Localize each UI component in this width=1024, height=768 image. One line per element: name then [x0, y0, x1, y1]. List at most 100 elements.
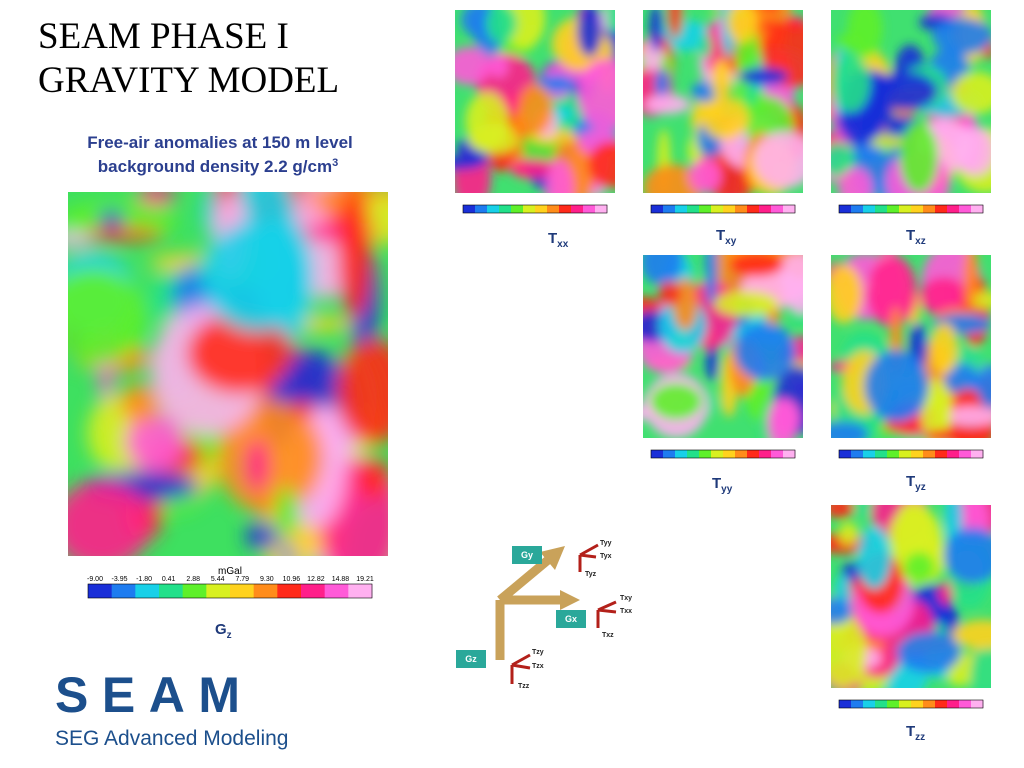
heat-blobs — [831, 255, 991, 438]
colorbar-cell — [851, 700, 864, 708]
colorbar-frame — [462, 204, 608, 214]
label-sub: xx — [557, 239, 569, 250]
heat-blob — [99, 210, 124, 233]
heat-blob — [578, 58, 615, 131]
heatmap — [643, 255, 803, 438]
colorbar-cell — [699, 205, 712, 213]
colorbar-cell — [547, 205, 560, 213]
colorbar-cell — [595, 205, 608, 213]
map-label: Txy — [716, 227, 737, 247]
colorbar-cell — [935, 450, 948, 458]
heat-blob — [831, 54, 871, 113]
colorbar-cell — [923, 700, 936, 708]
colorbar-cell — [923, 450, 936, 458]
heat-blobs — [831, 505, 991, 688]
colorbar-cell — [159, 584, 184, 598]
heat-blob — [726, 10, 758, 43]
colorbar-frame — [650, 204, 796, 214]
colorbar-cell — [571, 205, 584, 213]
label-main: T — [716, 227, 725, 244]
heat-blob — [938, 581, 953, 606]
superscript: 3 — [332, 157, 338, 169]
heat-blob — [964, 255, 978, 308]
colorbar-cell — [971, 205, 984, 213]
heat-blob — [704, 255, 718, 305]
heat-blob — [739, 67, 789, 86]
colorbar-cell — [699, 450, 712, 458]
heat-blob — [643, 255, 683, 286]
heat-blob — [943, 527, 991, 583]
heat-blob — [951, 71, 991, 115]
logo-tagline: SEG Advanced Modeling — [55, 727, 288, 750]
colorbar-cell — [583, 205, 596, 213]
heat-blob — [455, 47, 491, 85]
colorbar-cell — [971, 700, 984, 708]
label-main: T — [906, 723, 915, 740]
heat-blob — [136, 192, 176, 207]
heat-blobs — [68, 192, 388, 556]
colorbar-cell — [959, 700, 972, 708]
colorbar-cell — [747, 205, 760, 213]
colorbar-cell — [88, 584, 113, 598]
colorbar-cell — [899, 700, 912, 708]
heat-blob — [338, 192, 373, 319]
colorbar-cell — [899, 450, 912, 458]
colorbar-cell — [771, 450, 784, 458]
colorbar-cell — [935, 700, 948, 708]
colorbar-cell — [663, 205, 676, 213]
tensor-label: Tzy — [532, 649, 544, 656]
colorbar-cell — [711, 450, 724, 458]
colorbar-frame — [838, 699, 984, 709]
heat-blob — [904, 552, 935, 582]
colorbar-cell — [851, 205, 864, 213]
label-sub: yy — [721, 484, 733, 495]
label-sub: xz — [915, 236, 926, 247]
heat-blob — [605, 10, 615, 33]
colorbar-cell — [651, 205, 664, 213]
colorbar-cell — [277, 584, 302, 598]
arrow-head — [540, 546, 565, 570]
map-label: Txz — [906, 227, 926, 247]
colorbar-cell — [959, 205, 972, 213]
colorbar-tick-label: 2.88 — [186, 576, 200, 583]
label-main: G — [215, 621, 227, 638]
colorbar-cell — [887, 450, 900, 458]
colorbar-cell — [887, 700, 900, 708]
tensor-arrows — [510, 543, 617, 684]
colorbar-cell — [783, 205, 796, 213]
colorbar-cell — [863, 450, 876, 458]
colorbar-cell — [687, 450, 700, 458]
heat-blob — [831, 597, 853, 625]
heatmap — [831, 255, 991, 438]
colorbar-cell — [971, 450, 984, 458]
colorbar-cell — [875, 450, 888, 458]
colorbar-cell — [875, 205, 888, 213]
heat-blobs — [643, 10, 803, 193]
colorbar-cell — [182, 584, 207, 598]
heat-blobs — [455, 10, 615, 193]
heat-blob — [643, 164, 703, 193]
title-line: SEAM PHASE I — [38, 16, 289, 57]
colorbar-tick-label: 9.30 — [260, 576, 274, 583]
heat-blob — [970, 642, 991, 688]
colorbar-cell — [511, 205, 524, 213]
colorbar-cell — [463, 205, 476, 213]
heat-blobs — [643, 255, 803, 438]
colorbar-cell — [253, 584, 278, 598]
box — [512, 546, 542, 564]
heat-blob — [84, 227, 164, 242]
heat-blob — [512, 110, 528, 140]
map-label: Tyy — [712, 475, 733, 495]
heat-blob — [202, 220, 311, 333]
heat-blob — [930, 322, 958, 375]
colorbar-tick-label: -3.95 — [112, 576, 128, 583]
heat-blob — [873, 72, 938, 111]
heat-blob — [654, 69, 669, 99]
colorbar-cell — [487, 205, 500, 213]
heat-blob — [699, 33, 712, 59]
colorbar-cell — [783, 450, 796, 458]
heat-blob — [465, 92, 509, 151]
heatmap — [455, 10, 615, 193]
tensor-label: Txx — [620, 608, 632, 615]
heat-blob — [894, 505, 934, 557]
